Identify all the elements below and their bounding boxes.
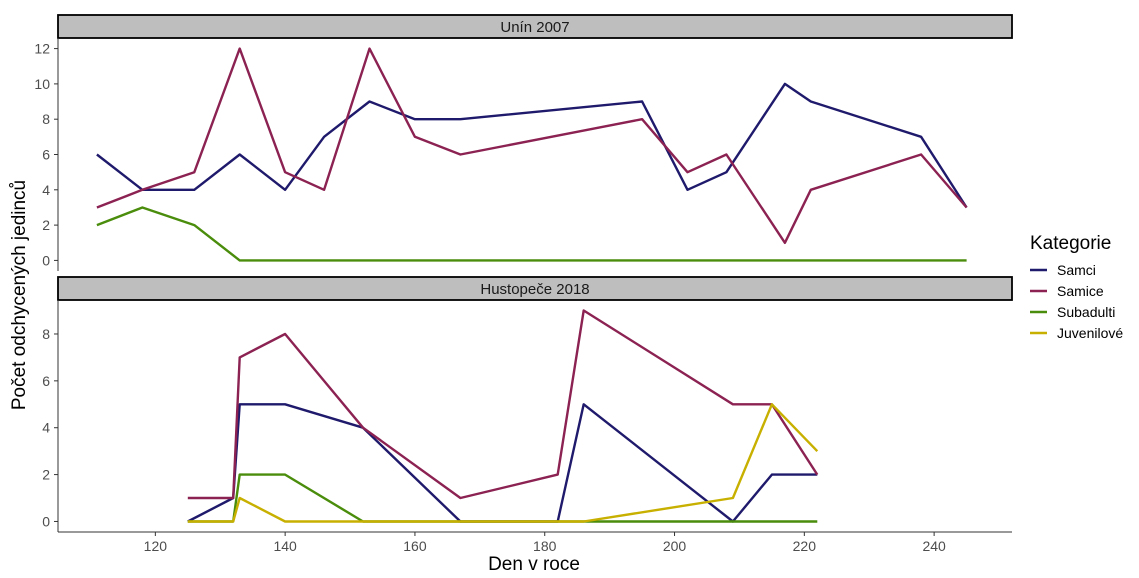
- y-tick-label: 2: [42, 467, 50, 483]
- panel-2: Hustopeče 2018 0 2 4 6 8 120 140 160 180 200 220 240: [42, 276, 1013, 554]
- y-tick-label: 12: [34, 41, 50, 57]
- x-tick-label: 160: [403, 538, 427, 554]
- y-tick-label: 4: [42, 420, 50, 436]
- x-tick-label: 220: [793, 538, 817, 554]
- series-line-samci: [96, 82, 968, 209]
- legend-entry: Samice: [1030, 283, 1104, 299]
- series-line-subadulti: [96, 206, 967, 262]
- x-tick-label: 200: [663, 538, 687, 554]
- legend-title: Kategorie: [1030, 233, 1111, 254]
- panel-1: Unín 2007 0 2 4 6 8 10 12: [34, 14, 1013, 271]
- series-line-juvenilové: [187, 403, 819, 523]
- x-tick-label: 240: [922, 538, 946, 554]
- y-tick-label: 0: [42, 513, 50, 529]
- y-tick-label: 8: [42, 111, 50, 127]
- y-tick-label: 6: [42, 373, 50, 389]
- legend-label: Samci: [1057, 262, 1096, 278]
- panel-strip: [57, 14, 1013, 39]
- series-line-samci: [187, 403, 818, 523]
- panel-title: Hustopeče 2018: [480, 281, 589, 298]
- x-axis-label: Den v roce: [488, 554, 580, 573]
- panels-layer: Unín 2007 0 2 4 6 8 10 12 Hustopeče 2018 0 2 4 6 8 120…: [34, 14, 1013, 554]
- legend-label: Subadulti: [1057, 304, 1115, 320]
- panel-title: Unín 2007: [500, 19, 569, 36]
- series-line-samice: [187, 309, 819, 500]
- y-tick-label: 10: [34, 76, 50, 92]
- legend-label: Samice: [1057, 283, 1104, 299]
- y-tick-label: 8: [42, 326, 50, 342]
- x-tick-label: 140: [273, 538, 297, 554]
- x-tick-label: 120: [144, 538, 168, 554]
- legend-entry: Juvenilové: [1030, 325, 1123, 341]
- series-line-samice: [96, 47, 968, 245]
- legend-entry: Samci: [1030, 262, 1096, 278]
- x-tick-label: 180: [533, 538, 557, 554]
- y-tick-label: 2: [42, 217, 50, 233]
- panel-strip: [57, 276, 1013, 301]
- y-tick-label: 0: [42, 252, 50, 268]
- y-tick-label: 6: [42, 147, 50, 163]
- y-axis-label: Počet odchycených jedinců: [9, 180, 30, 410]
- legend-entry: Subadulti: [1030, 304, 1115, 320]
- legend-label: Juvenilové: [1057, 325, 1123, 341]
- legend: Kategorie Samci Samice Subadulti Juvenilové: [1030, 233, 1123, 341]
- y-tick-label: 4: [42, 182, 50, 198]
